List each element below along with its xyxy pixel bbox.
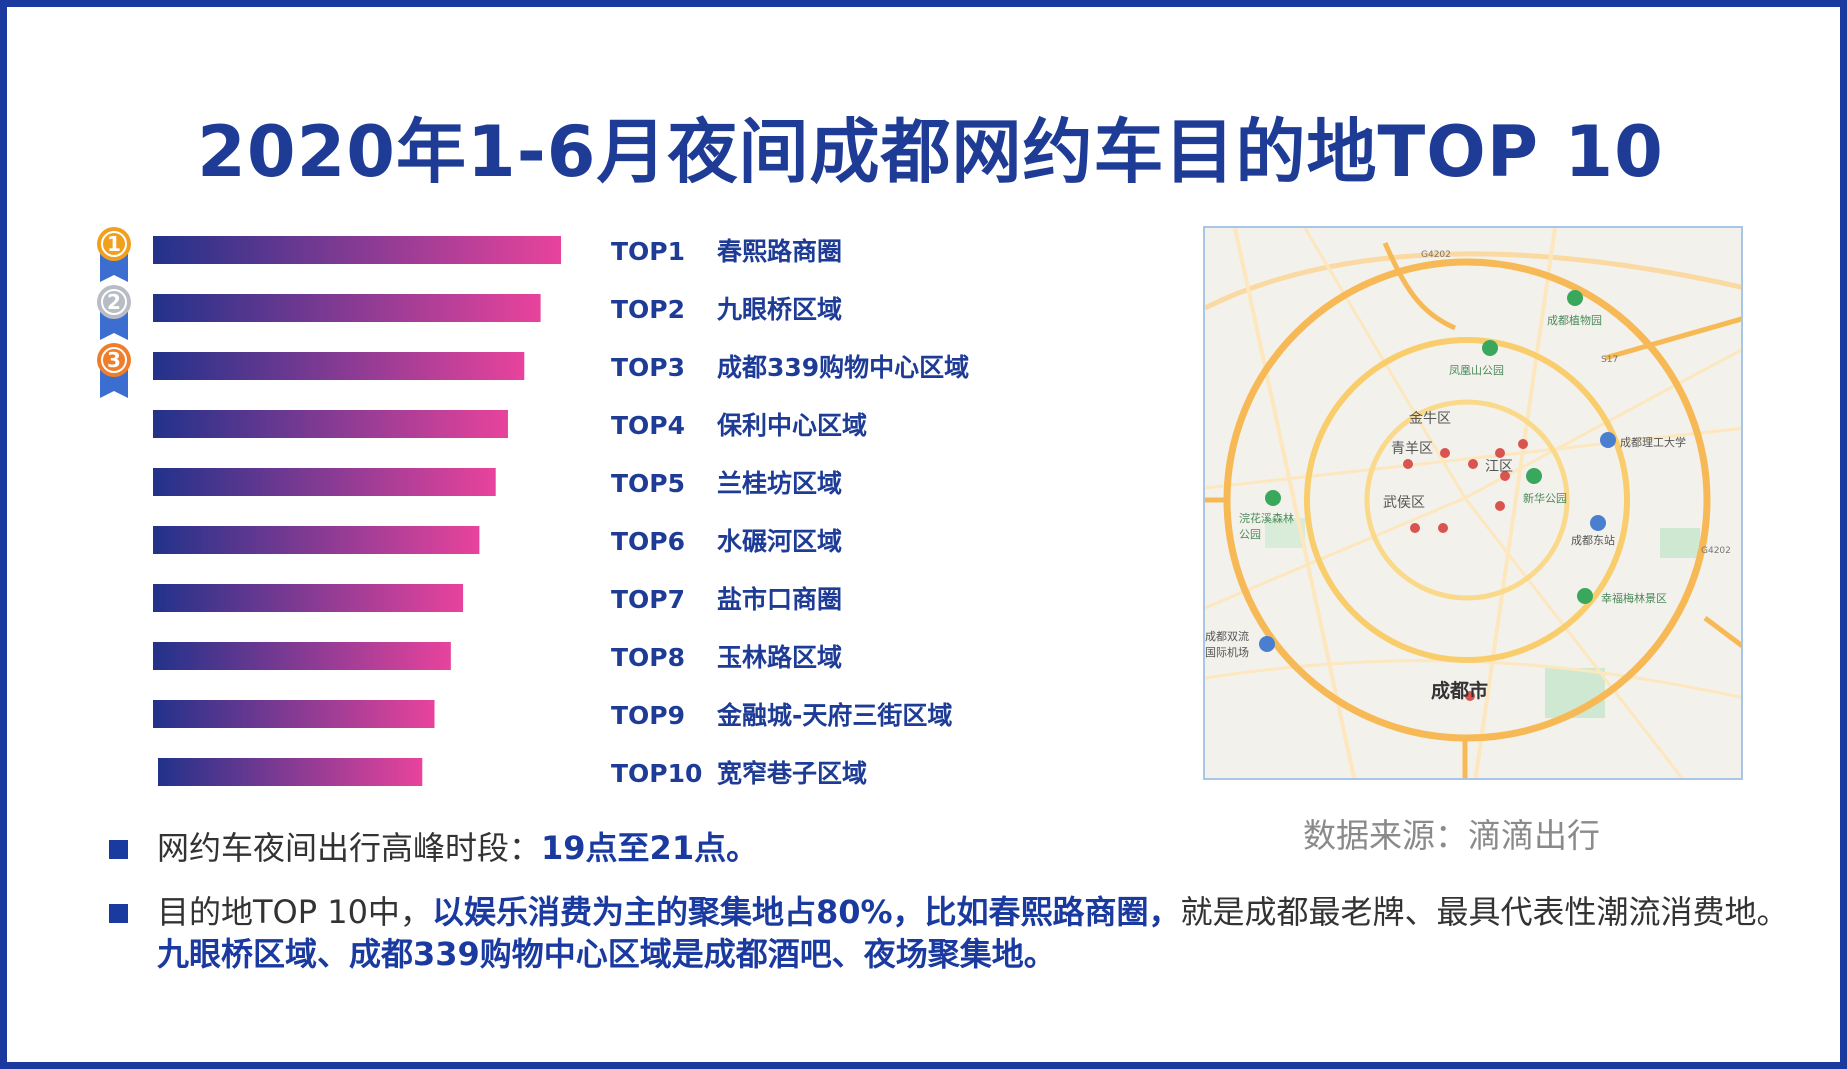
bullet-highlight: 九眼桥区域、成都339购物中心区域是成都酒吧、夜场聚集地。 bbox=[157, 935, 1056, 973]
destination-label-top6: 水碾河区域 bbox=[717, 527, 842, 556]
map-label-jinniu: 金牛区 bbox=[1409, 411, 1451, 427]
bullet-highlight: 以娱乐消费为主的聚集地占80%，比如春熙路商圈， bbox=[431, 893, 1181, 931]
rank-label-top3: TOP3 bbox=[611, 353, 685, 382]
rank-label-top9: TOP9 bbox=[611, 701, 685, 730]
bar-top3 bbox=[153, 352, 525, 380]
destination-label-top8: 玉林路区域 bbox=[717, 643, 842, 672]
destination-label-top3: 成都339购物中心区域 bbox=[717, 353, 969, 382]
map-label-xinhua: 新华公园 bbox=[1523, 492, 1567, 505]
bar-top5 bbox=[153, 468, 496, 496]
bar-top9 bbox=[153, 700, 435, 728]
map-label-east-station: 成都东站 bbox=[1571, 534, 1615, 547]
map-label-airport: 成都双流国际机场 bbox=[1205, 630, 1249, 659]
bullet-top10-summary: 目的地TOP 10中，以娱乐消费为主的聚集地占80%，比如春熙路商圈，就是成都最… bbox=[103, 891, 1803, 975]
destination-label-top10: 宽窄巷子区域 bbox=[717, 759, 867, 788]
top10-bar-chart: TOP1 春熙路商圈 1 TOP2 九眼桥区域 2 TOP3 成都339购物中心区域 3 TOP4… bbox=[97, 227, 969, 788]
bullet-marker bbox=[109, 840, 128, 859]
destination-label-top7: 盐市口商圈 bbox=[717, 585, 842, 614]
map-label-xingfu: 幸福梅林景区 bbox=[1601, 592, 1667, 605]
bar-top8 bbox=[153, 642, 451, 670]
bar-top10 bbox=[158, 758, 423, 786]
destination-label-top5: 兰桂坊区域 bbox=[717, 469, 842, 498]
bar-top1 bbox=[153, 236, 561, 264]
medal-number: 3 bbox=[107, 348, 121, 372]
map-label-g4202-right: G4202 bbox=[1701, 546, 1731, 556]
bullet-marker bbox=[109, 904, 128, 923]
bar-top2 bbox=[153, 294, 541, 322]
rank-label-top4: TOP4 bbox=[611, 411, 685, 440]
destination-label-top9: 金融城-天府三街区域 bbox=[716, 701, 952, 730]
map-label-ligong: 成都理工大学 bbox=[1620, 436, 1686, 449]
bullet-text: 目的地TOP 10中， bbox=[157, 893, 432, 931]
destination-label-top1: 春熙路商圈 bbox=[717, 237, 842, 266]
map-canvas bbox=[1205, 228, 1741, 778]
destination-label-top2: 九眼桥区域 bbox=[716, 295, 842, 324]
medal-icon-3: 3 bbox=[97, 343, 131, 398]
medal-number: 2 bbox=[107, 290, 121, 314]
rank-label-top8: TOP8 bbox=[611, 643, 685, 672]
rank-label-top2: TOP2 bbox=[611, 295, 685, 324]
rank-label-top1: TOP1 bbox=[611, 237, 685, 266]
bar-top4 bbox=[153, 410, 508, 438]
summary-bullets: 网约车夜间出行高峰时段：19点至21点。 目的地TOP 10中，以娱乐消费为主的… bbox=[103, 827, 1803, 975]
map-label-jinjiang: 江区 bbox=[1485, 459, 1513, 475]
bullet-highlight: 19点至21点。 bbox=[541, 829, 759, 867]
rank-label-top7: TOP7 bbox=[611, 585, 685, 614]
map-label-wuhou: 武侯区 bbox=[1383, 495, 1425, 511]
data-source: 数据来源：滴滴出行 bbox=[1303, 816, 1600, 855]
map-label-g4202-top: G4202 bbox=[1421, 250, 1451, 260]
bullet-peak-hours: 网约车夜间出行高峰时段：19点至21点。 bbox=[103, 827, 1803, 869]
page-title: 2020年1-6月夜间成都网约车目的地TOP 10 bbox=[197, 111, 1664, 193]
rank-label-top10: TOP10 bbox=[611, 759, 702, 788]
bar-top6 bbox=[153, 526, 480, 554]
map-label-qingyang: 青羊区 bbox=[1391, 441, 1433, 457]
rank-label-top6: TOP6 bbox=[611, 527, 685, 556]
medal-icon-1: 1 bbox=[97, 227, 131, 282]
map-label-chengdu: 成都市 bbox=[1431, 680, 1489, 702]
bullet-text: 就是成都最老牌、最具代表性潮流消费地。 bbox=[1180, 893, 1789, 931]
bar-top7 bbox=[153, 584, 464, 612]
bullet-text: 网约车夜间出行高峰时段： bbox=[157, 829, 542, 867]
rank-label-top5: TOP5 bbox=[611, 469, 685, 498]
destination-label-top4: 保利中心区域 bbox=[716, 411, 867, 440]
chengdu-map: 金牛区 青羊区 江区 武侯区 成都市 成都植物园 凤凰山公园 成都理工大学 新华… bbox=[1203, 226, 1743, 780]
map-label-huanhuaxi: 浣花溪森林公园 bbox=[1239, 512, 1294, 541]
medal-number: 1 bbox=[107, 232, 121, 256]
medal-icon-2: 2 bbox=[97, 285, 131, 340]
map-label-zoo: 成都植物园 bbox=[1547, 314, 1602, 327]
map-label-fenghuang: 凤凰山公园 bbox=[1449, 364, 1504, 377]
map-label-s17: S17 bbox=[1601, 355, 1619, 365]
